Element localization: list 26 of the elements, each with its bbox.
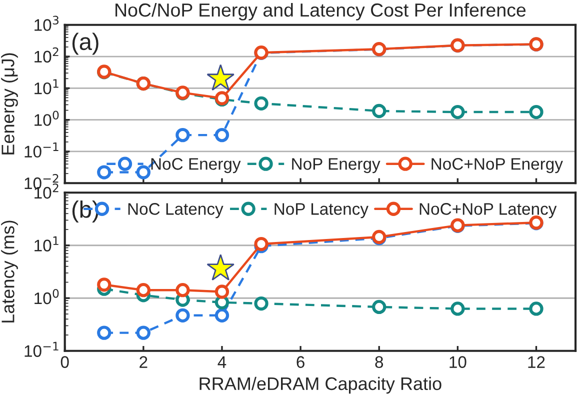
legend-label: NoP Latency — [274, 203, 368, 218]
legend-label: NoC+NoP Energy — [432, 158, 563, 174]
y-tick-label: 10$^{2}$ — [34, 47, 58, 63]
annotation: (a) — [72, 32, 98, 55]
x-tick-label: 10 — [450, 356, 466, 368]
legend-label: NoC Energy — [151, 158, 241, 174]
y-tick-label: 10$^{1}$ — [34, 79, 58, 94]
y-tick-label: 10$^{−1}$ — [24, 142, 58, 158]
x-tick-label: 2 — [140, 356, 148, 368]
x-tick-label: 8 — [375, 356, 384, 368]
legend-label: NoC Latency — [128, 203, 224, 218]
x-tick-label: 6 — [296, 356, 304, 368]
y-axis-title: Eenergy (μJ) — [1, 53, 18, 154]
x-axis-title: RRAM/eDRAM Capacity Ratio — [200, 376, 442, 394]
x-tick-label: 0 — [60, 356, 69, 368]
legend-label: NoC+NoP Latency — [420, 203, 557, 218]
y-tick-label: 10$^{0}$ — [34, 288, 59, 304]
y-tick-label: 10$^{0}$ — [34, 110, 59, 126]
y-tick-label: 10$^{−1}$ — [24, 342, 58, 357]
y-axis-title: Latency (ms) — [1, 220, 18, 322]
legend-label: NoP Energy — [292, 158, 380, 174]
y-tick-label: 10$^{3}$ — [34, 16, 59, 31]
chart-title: NoC/NoP Energy and Latency Cost Per Inference — [116, 2, 526, 20]
x-tick-label: 12 — [528, 356, 545, 368]
y-tick-label: 10$^{1}$ — [34, 236, 58, 252]
x-tick-label: 4 — [218, 356, 226, 368]
